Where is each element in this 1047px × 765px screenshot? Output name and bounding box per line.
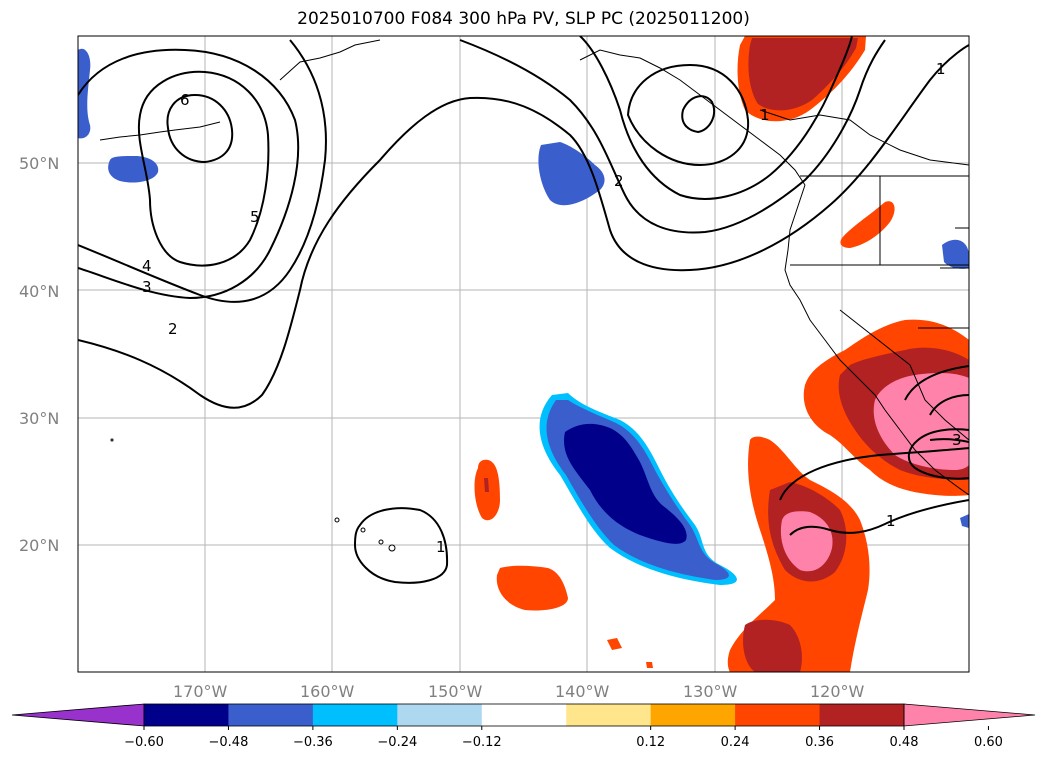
- colorbar-extend-max: [903, 703, 1036, 727]
- colorbar-segment: [312, 704, 398, 726]
- pv-negative-anomaly-west: [108, 156, 159, 183]
- pv-negative-anomaly-north-pacific: [538, 142, 605, 206]
- longitude-labels: 170°W 160°W 150°W 140°W 130°W 120°W: [173, 682, 865, 701]
- contour-label: 1: [760, 106, 770, 124]
- colorbar-segment: [819, 704, 905, 726]
- pv-negative-regions: [78, 48, 969, 585]
- contour-label: 1: [936, 60, 946, 78]
- coastlines: [99, 39, 969, 552]
- slp-contour-labels: 6 5 4 3 2 2 1 1 1 1 3: [142, 60, 962, 556]
- colorbar-tick-label: 0.12: [636, 735, 665, 750]
- contour-label: 4: [142, 257, 152, 275]
- contour-label: 2: [168, 320, 178, 338]
- colorbar-segment: [566, 704, 652, 726]
- colorbar-tick-label: 0.60: [974, 735, 1003, 750]
- colorbar-segment: [735, 704, 821, 726]
- lat-label-50n: 50°N: [19, 154, 59, 173]
- contour-label: 5: [250, 208, 260, 226]
- lon-label-160w: 160°W: [300, 682, 355, 701]
- lon-label-170w: 170°W: [173, 682, 228, 701]
- lon-label-140w: 140°W: [555, 682, 610, 701]
- colorbar-segment: [228, 704, 314, 726]
- contour-label: 1: [886, 512, 896, 530]
- contour-label: 1: [436, 538, 446, 556]
- latitude-labels: 50°N 40°N 30°N 20°N: [19, 154, 59, 555]
- colorbar-segment: [481, 704, 567, 726]
- contour-label: 2: [614, 172, 624, 190]
- slp-contours: [78, 36, 969, 584]
- lon-label-150w: 150°W: [428, 682, 483, 701]
- lon-label-130w: 130°W: [683, 682, 738, 701]
- colorbar-tick-label: 0.36: [805, 735, 834, 750]
- lat-label-40n: 40°N: [19, 282, 59, 301]
- colorbar-tick-label: 0.48: [890, 735, 919, 750]
- colorbar-tick-label: −0.48: [209, 735, 249, 750]
- lon-label-120w: 120°W: [810, 682, 865, 701]
- colorbar-tick-label: −0.12: [462, 735, 502, 750]
- contour-label: 6: [180, 91, 190, 109]
- colorbar-segment: [144, 704, 229, 726]
- lat-label-20n: 20°N: [19, 536, 59, 555]
- map-title: 2025010700 F084 300 hPa PV, SLP PC (2025…: [297, 9, 750, 29]
- contour-label: 3: [142, 278, 152, 296]
- colorbar: −0.60 −0.48 −0.36 −0.24 −0.12 0.12 0.24 0.36 0.4…: [11, 703, 1036, 750]
- colorbar-tick-label: −0.24: [377, 735, 417, 750]
- colorbar-tick-label: 0.24: [721, 735, 750, 750]
- colorbar-tick-label: −0.36: [293, 735, 333, 750]
- colorbar-segment: [397, 704, 483, 726]
- colorbar-outline: [143, 703, 905, 727]
- lat-label-30n: 30°N: [19, 409, 59, 428]
- colorbar-extend-min: [11, 703, 145, 727]
- colorbar-segment: [650, 704, 736, 726]
- contour-label: 3: [952, 431, 962, 449]
- colorbar-tick-label: −0.60: [124, 735, 164, 750]
- map-border: [77, 35, 970, 673]
